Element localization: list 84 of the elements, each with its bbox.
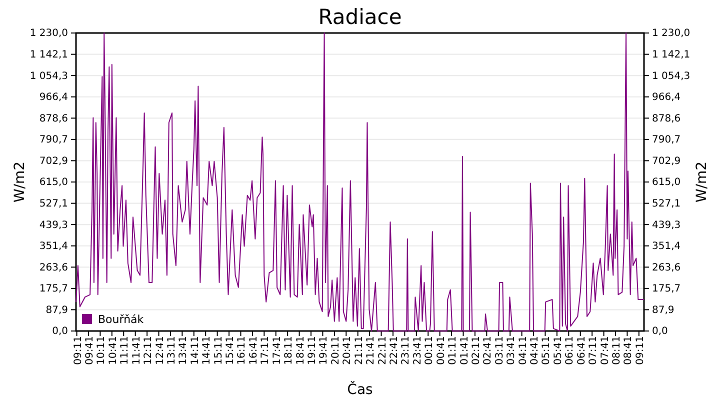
y2-tick-label: 1 142,1 [652, 49, 690, 60]
y-tick-label: 351,4 [39, 241, 68, 252]
x-tick-label: 04:11 [518, 336, 529, 365]
y2-tick-label: 87,9 [652, 304, 674, 316]
x-tick-label: 16:11 [236, 336, 248, 365]
x-tick-label: 11:41 [131, 336, 142, 365]
y2-tick-label: 175,7 [652, 284, 681, 295]
x-tick-label: 00:11 [424, 336, 436, 365]
x-tick-label: 22:41 [388, 336, 400, 365]
x-tick-label: 23:41 [412, 336, 424, 365]
y2-tick-label: 263,6 [652, 262, 681, 274]
x-tick-label: 18:11 [284, 336, 295, 365]
x-tick-label: 20:41 [342, 336, 354, 365]
x-tick-label: 01:11 [448, 336, 459, 365]
x-tick-label: 07:41 [600, 336, 611, 365]
x-tick-label: 08:11 [612, 336, 622, 365]
y-tick-label: 878,6 [39, 113, 68, 124]
x-tick-label: 15:11 [213, 336, 224, 365]
y-tick-label: 702,9 [39, 156, 68, 167]
y2-axis-title: W/m2 [694, 161, 710, 203]
x-tick-label: 17:11 [260, 336, 272, 365]
y2-tick-label: 966,4 [652, 92, 681, 104]
y-tick-label: 1 142,1 [30, 49, 68, 60]
x-tick-label: 13:41 [178, 336, 190, 365]
x-tick-label: 15:41 [225, 336, 236, 365]
y-tick-label: 439,3 [39, 220, 68, 231]
y-tick-label: 966,4 [39, 92, 68, 104]
x-tick-label: 00:41 [436, 336, 447, 365]
y-tick-label: 87,9 [46, 304, 68, 316]
x-tick-label: 19:11 [307, 336, 318, 365]
x-tick-label: 17:41 [272, 336, 283, 365]
x-tick-label: 16:41 [248, 336, 260, 365]
x-tick-label: 01:41 [459, 336, 470, 365]
y2-tick-label: 878,6 [652, 113, 681, 124]
x-tick-label: 22:11 [377, 336, 388, 365]
x-tick-label: 03:11 [494, 336, 506, 365]
x-tick-label: 14:41 [202, 336, 213, 365]
x-tick-label: 23:11 [400, 336, 412, 365]
x-tick-label: 04:41 [530, 336, 541, 365]
x-tick-label: 09:11 [72, 336, 84, 365]
x-tick-label: 21:41 [366, 336, 377, 365]
x-tick-label: 18:41 [295, 336, 306, 365]
legend-label: Bouřňák [98, 313, 144, 326]
x-tick-label: 10:11 [96, 336, 108, 365]
x-tick-label: 12:11 [143, 336, 154, 365]
x-tick-label: 13:11 [166, 336, 178, 365]
y-axis-title: W/m2 [12, 161, 28, 203]
x-tick-label: 05:11 [541, 336, 552, 365]
x-tick-label: 07:11 [588, 336, 600, 365]
x-tick-label: 11:11 [120, 336, 131, 365]
chart-title: Radiace [318, 5, 402, 29]
y-tick-label: 175,7 [39, 284, 68, 295]
y-tick-label: 790,7 [39, 134, 68, 146]
y2-tick-label: 1 230,0 [652, 28, 690, 40]
x-tick-label: 06:11 [564, 336, 576, 365]
x-tick-label: 09:41 [84, 336, 96, 365]
x-tick-label: 20:11 [330, 336, 342, 365]
y-tick-label: 527,1 [39, 198, 68, 210]
x-tick-label: 21:11 [354, 336, 365, 365]
x-tick-label: 02:11 [470, 336, 482, 365]
x-tick-label: 09:11 [634, 336, 646, 365]
y-tick-label: 1 054,3 [30, 70, 68, 82]
y2-tick-label: 790,7 [652, 134, 681, 146]
y2-tick-label: 439,3 [652, 220, 681, 231]
y2-tick-label: 527,1 [652, 198, 681, 210]
y-tick-label: 263,6 [39, 262, 68, 274]
x-tick-label: 10:41 [108, 336, 119, 365]
x-axis-title: Čas [347, 381, 373, 398]
y-tick-label: 615,0 [39, 177, 68, 188]
y2-tick-label: 702,9 [652, 156, 681, 167]
y2-tick-label: 351,4 [652, 241, 681, 252]
x-tick-label: 02:41 [482, 336, 494, 365]
x-tick-label: 03:41 [506, 336, 518, 365]
x-tick-label: 08:41 [623, 336, 634, 365]
x-tick-label: 12:41 [154, 336, 166, 365]
y2-tick-label: 615,0 [652, 177, 681, 188]
y-tick-label: 1 230,0 [30, 28, 68, 40]
x-tick-label: 06:41 [576, 336, 588, 365]
y2-tick-label: 0,0 [652, 326, 668, 338]
y-tick-label: 0,0 [52, 326, 68, 338]
x-tick-label: 14:11 [190, 336, 201, 365]
x-tick-label: 05:41 [552, 336, 564, 365]
x-tick-label: 19:41 [318, 336, 330, 365]
y2-tick-label: 1 054,3 [652, 70, 690, 82]
